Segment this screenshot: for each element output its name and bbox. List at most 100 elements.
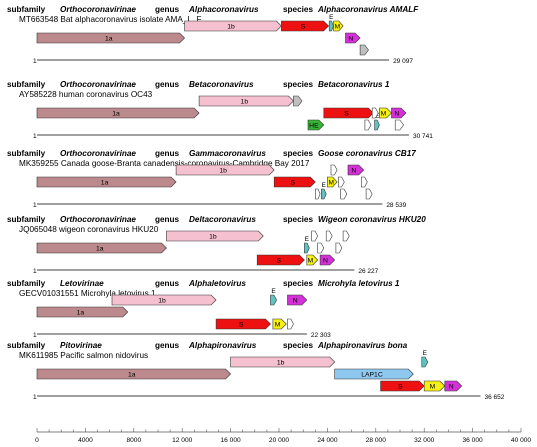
subfamily-name: Orthocoronavirinae: [60, 215, 136, 224]
gene-e-arrow: [374, 119, 380, 131]
gene-n-label: N: [351, 168, 356, 175]
genus-name: Deltacoronavirus: [189, 215, 256, 224]
gene-s-label: S: [398, 384, 403, 391]
accessory-orf-arrow: [311, 230, 319, 242]
gene-n-arrow: [319, 254, 336, 266]
taxonomy-header: subfamily Orthocoronavirinae genus Gammacor…: [7, 149, 416, 158]
species-name: Betacoronavirus 1: [318, 80, 390, 89]
genus-name: Betacoronavirus: [189, 80, 254, 89]
gene-n-arrow: [347, 164, 365, 176]
gene-s-arrow: [323, 107, 374, 119]
gene-he-arrow: [307, 119, 325, 131]
genome-length-label: 30 741: [413, 133, 433, 140]
taxonomy-header: subfamily Letovirinae genus Alphaletovirus s…: [7, 279, 400, 288]
accessory-orf-arrow: [314, 188, 321, 200]
genome-panel: subfamily Orthocoronavirinae genus Betacoro…: [7, 80, 433, 140]
subfamily-label: subfamily: [7, 341, 46, 350]
genome-start-label: 1: [33, 332, 37, 339]
scale-tick-label: 4000: [78, 437, 93, 444]
scale-axis: 0 4000 8000 12 000 16 000 20 000 24 000 28 000 3…: [35, 428, 531, 444]
gene-1b-label: 1b: [241, 99, 249, 106]
species-label: species: [283, 5, 313, 14]
gene-e-arrow: [321, 188, 327, 200]
gene-1a-arrow: [36, 107, 200, 119]
scale-tick-label: 16 000: [221, 437, 242, 444]
genome-start-label: 1: [33, 58, 37, 65]
accessory-orf-arrow: [287, 318, 294, 330]
gene-1a-arrow: [36, 306, 129, 318]
genus-name: Alphacoronavirus: [188, 5, 259, 14]
accession-label: AY585228 human coronavirus OC43: [19, 90, 153, 99]
gene-e-label: E: [329, 14, 334, 21]
gene-1b-arrow: [111, 294, 217, 306]
gene-1a-label: 1a: [77, 310, 85, 317]
gene-1a-label: 1a: [128, 372, 136, 379]
gene-m-arrow: [333, 20, 344, 32]
accessory-orf-arrow: [337, 176, 345, 188]
gene-m-arrow: [306, 254, 319, 266]
gene-n-label: N: [394, 111, 399, 118]
subfamily-name: Letovirinae: [60, 279, 104, 288]
scale-tick-label: 8000: [126, 437, 141, 444]
gene-m-label: M: [307, 258, 313, 265]
taxonomy-header: subfamily Orthocoronavirinae genus Deltacor…: [7, 215, 426, 224]
gene-1b-label: 1b: [277, 360, 285, 367]
species-name: Microhyla letovirus 1: [318, 279, 400, 288]
genome-panel: subfamily Orthocoronavirinae genus Gammacor…: [7, 149, 416, 209]
gene-m-arrow: [423, 380, 446, 392]
gene-s-label: S: [290, 180, 295, 187]
gene-e-label: E: [305, 236, 310, 243]
accessory-orf-arrow: [394, 119, 404, 131]
subfamily-name: Orthocoronavirinae: [60, 149, 136, 158]
scale-tick-label: 0: [35, 437, 39, 444]
subfamily-label: subfamily: [7, 149, 46, 158]
gene-s-label: S: [277, 258, 282, 265]
gene-e-arrow: [328, 20, 334, 32]
accession-label: MK611985 Pacific salmon nidovirus: [19, 351, 148, 360]
gene-1b-arrow: [230, 356, 336, 368]
subfamily-name: Orthocoronavirinae: [60, 80, 136, 89]
taxonomy-header: subfamily Orthocoronavirinae genus Alphacor…: [7, 5, 419, 14]
gene-m-arrow: [327, 176, 338, 188]
gene-s-arrow: [256, 254, 305, 266]
genome-start-label: 1: [33, 268, 37, 275]
gene-e-label: E: [271, 288, 276, 295]
scale-tick-label: 20 000: [269, 437, 290, 444]
species-name: Alphapironavirus bona: [317, 341, 408, 350]
genome-length-label: 26 227: [358, 268, 378, 275]
genome-start-label: 1: [33, 394, 37, 401]
gene-1a-label: 1a: [96, 246, 104, 253]
genome-length-label: 22 303: [311, 332, 331, 339]
gene-s-arrow: [273, 176, 316, 188]
accessory-orf-arrow: [335, 242, 343, 254]
genome-panel: subfamily Pitovirinae genus Alphapironaviru…: [7, 341, 505, 401]
gene-n-arrow: [391, 107, 407, 119]
genus-name: Alphapironavirus: [188, 341, 257, 350]
scale-tick-label: 24 000: [317, 437, 338, 444]
gene-m-label: M: [275, 322, 281, 329]
accessory-orf-arrow: [342, 230, 350, 242]
gene-n-arrow: [444, 380, 463, 392]
gene-m-label: M: [329, 180, 334, 187]
genus-name: Alphaletovirus: [188, 279, 246, 288]
accessory-orf-arrow: [340, 188, 348, 200]
subfamily-label: subfamily: [7, 215, 46, 224]
gene-1a-label: 1a: [105, 36, 113, 43]
gene-1a-arrow: [36, 32, 186, 44]
gene-e-arrow: [304, 242, 310, 254]
gene-1b-arrow: [166, 230, 264, 242]
genome-length-label: 36 652: [484, 394, 504, 401]
species-label: species: [283, 279, 313, 288]
taxonomy-header: subfamily Pitovirinae genus Alphapironaviru…: [7, 341, 408, 350]
gene-1a-arrow: [36, 368, 232, 380]
species-label: species: [283, 341, 313, 350]
gene-lap1c-label: LAP1C: [361, 372, 383, 379]
gene-1b-label: 1b: [209, 234, 217, 241]
species-name: Goose coronavirus CB17: [318, 149, 416, 158]
genome-panel: subfamily Letovirinae genus Alphaletovirus s…: [7, 279, 400, 339]
accessory-orf-arrow: [365, 188, 373, 200]
gene-1a-label: 1a: [101, 180, 109, 187]
genome-length-label: 29 097: [393, 58, 413, 65]
genus-label: genus: [155, 279, 180, 288]
